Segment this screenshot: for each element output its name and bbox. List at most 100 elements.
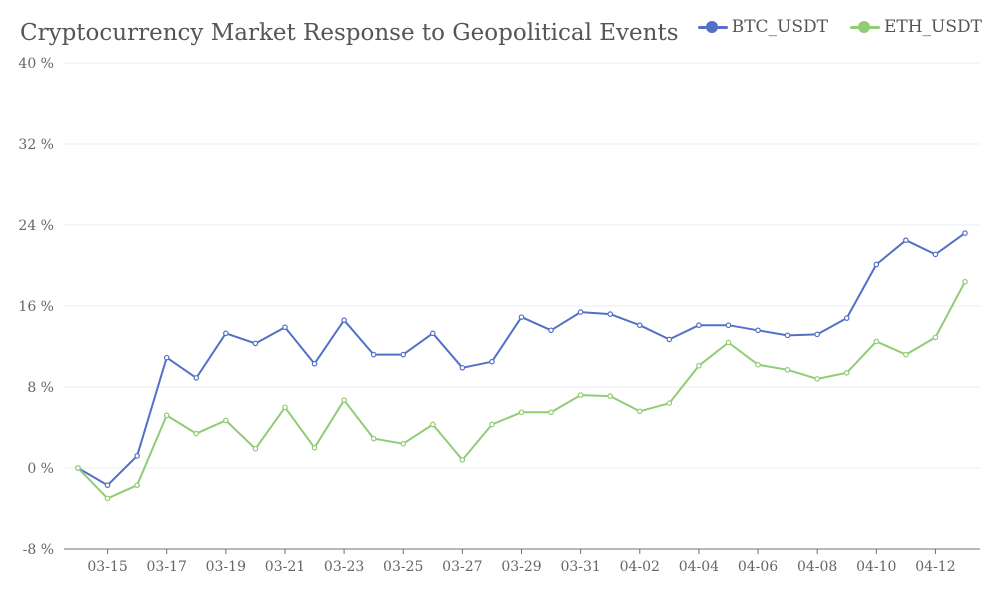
data-point-btc[interactable]	[400, 351, 407, 358]
y-tick-label: 40 %	[18, 56, 54, 72]
series-line-btc	[77, 232, 966, 487]
y-tick-label: 0 %	[27, 461, 54, 477]
data-point-btc[interactable]	[903, 237, 909, 243]
data-point-eth[interactable]	[725, 339, 732, 346]
data-point-btc[interactable]	[429, 330, 436, 337]
y-tick-label: 32 %	[18, 137, 54, 153]
data-point-eth[interactable]	[282, 404, 288, 411]
x-tick-label: 04-02	[620, 559, 660, 575]
x-tick-label: 04-08	[797, 559, 837, 575]
data-point-btc[interactable]	[193, 375, 200, 381]
legend-label-btc: BTC_USDT	[731, 17, 828, 37]
data-point-eth[interactable]	[400, 440, 407, 447]
data-point-eth[interactable]	[370, 435, 377, 442]
data-point-btc[interactable]	[755, 327, 761, 334]
grid-lines	[64, 62, 980, 469]
data-point-btc[interactable]	[341, 317, 347, 323]
chart-title: Cryptocurrency Market Response to Geopol…	[20, 20, 679, 46]
data-point-btc[interactable]	[370, 351, 377, 358]
data-point-btc[interactable]	[814, 331, 820, 338]
x-tick-label: 03-29	[501, 559, 541, 575]
x-tick-label: 04-12	[915, 559, 955, 575]
data-point-eth[interactable]	[843, 370, 850, 376]
y-tick-label: 8 %	[27, 380, 54, 396]
data-point-btc[interactable]	[636, 322, 643, 329]
legend-item-eth[interactable]: ETH_USDT	[849, 17, 982, 37]
legend-item-btc[interactable]: BTC_USDT	[697, 17, 828, 37]
x-tick-label: 03-21	[265, 559, 305, 575]
legend-swatch-btc-dot	[705, 21, 718, 33]
data-point-eth[interactable]	[903, 351, 909, 358]
data-point-btc[interactable]	[104, 482, 111, 489]
data-point-btc[interactable]	[607, 311, 614, 317]
legend-swatch-eth-dot	[857, 21, 870, 33]
data-point-eth[interactable]	[75, 465, 81, 471]
data-point-eth[interactable]	[696, 362, 702, 369]
data-point-btc[interactable]	[134, 453, 140, 459]
data-point-eth[interactable]	[341, 397, 347, 403]
data-point-eth[interactable]	[814, 376, 820, 382]
x-tick-label: 03-23	[324, 559, 364, 575]
x-tick-label: 04-06	[738, 559, 778, 575]
data-point-btc[interactable]	[784, 332, 791, 339]
data-point-eth[interactable]	[577, 392, 584, 398]
x-tick-label: 03-27	[442, 559, 482, 575]
data-point-eth[interactable]	[489, 421, 495, 428]
data-point-eth[interactable]	[784, 366, 791, 373]
data-point-btc[interactable]	[666, 336, 673, 343]
data-point-eth[interactable]	[429, 421, 436, 428]
data-point-btc[interactable]	[932, 251, 939, 258]
data-point-btc[interactable]	[252, 340, 259, 347]
x-tick-label: 04-04	[679, 559, 719, 575]
y-tick-label: -8 %	[23, 542, 54, 558]
data-point-btc[interactable]	[282, 324, 288, 331]
legend: BTC_USDT ETH_USDT	[697, 17, 982, 37]
data-point-eth[interactable]	[252, 445, 259, 452]
data-point-eth[interactable]	[548, 409, 554, 416]
data-point-btc[interactable]	[843, 315, 850, 321]
data-point-eth[interactable]	[932, 334, 939, 341]
data-point-eth[interactable]	[755, 361, 761, 368]
y-axis: -8 % 0 % 8 % 16 % 24 % 32 % 40 %	[18, 56, 54, 558]
data-point-eth[interactable]	[311, 444, 318, 451]
x-tick-label: 04-10	[856, 559, 896, 575]
data-point-btc[interactable]	[577, 309, 584, 315]
data-point-eth[interactable]	[104, 495, 111, 502]
legend-swatch-eth	[849, 21, 880, 33]
data-point-eth[interactable]	[134, 482, 140, 489]
data-point-btc[interactable]	[518, 314, 525, 320]
series-lines	[75, 230, 968, 502]
data-point-eth[interactable]	[223, 417, 229, 424]
x-tick-label: 03-17	[147, 559, 187, 575]
data-point-eth[interactable]	[873, 338, 880, 345]
data-point-btc[interactable]	[873, 261, 880, 268]
legend-label-eth: ETH_USDT	[883, 17, 982, 37]
data-point-eth[interactable]	[163, 412, 170, 419]
data-point-eth[interactable]	[607, 393, 614, 399]
data-point-btc[interactable]	[459, 364, 466, 371]
y-tick-label: 24 %	[18, 218, 54, 234]
data-point-btc[interactable]	[962, 230, 968, 236]
data-point-btc[interactable]	[163, 354, 170, 361]
x-tick-label: 03-31	[560, 559, 600, 575]
data-point-eth[interactable]	[666, 400, 673, 407]
data-point-btc[interactable]	[311, 360, 318, 367]
series-line-eth	[77, 281, 966, 500]
data-point-btc[interactable]	[489, 358, 495, 365]
data-point-eth[interactable]	[193, 430, 200, 437]
y-tick-label: 16 %	[18, 299, 54, 315]
data-point-eth[interactable]	[459, 457, 466, 463]
data-point-btc[interactable]	[223, 330, 229, 337]
legend-swatch-btc	[697, 21, 728, 33]
data-point-btc[interactable]	[696, 322, 702, 329]
data-point-btc[interactable]	[725, 322, 732, 329]
data-point-eth[interactable]	[518, 409, 525, 416]
x-axis: 03-15 03-17 03-19 03-21 03-23 03-25 03-27 03-29…	[64, 548, 980, 575]
x-tick-label: 03-15	[87, 559, 127, 575]
x-tick-label: 03-25	[383, 559, 423, 575]
x-tick-label: 03-19	[206, 559, 246, 575]
data-point-eth[interactable]	[962, 278, 968, 285]
data-point-eth[interactable]	[636, 408, 643, 415]
data-point-btc[interactable]	[548, 327, 554, 334]
